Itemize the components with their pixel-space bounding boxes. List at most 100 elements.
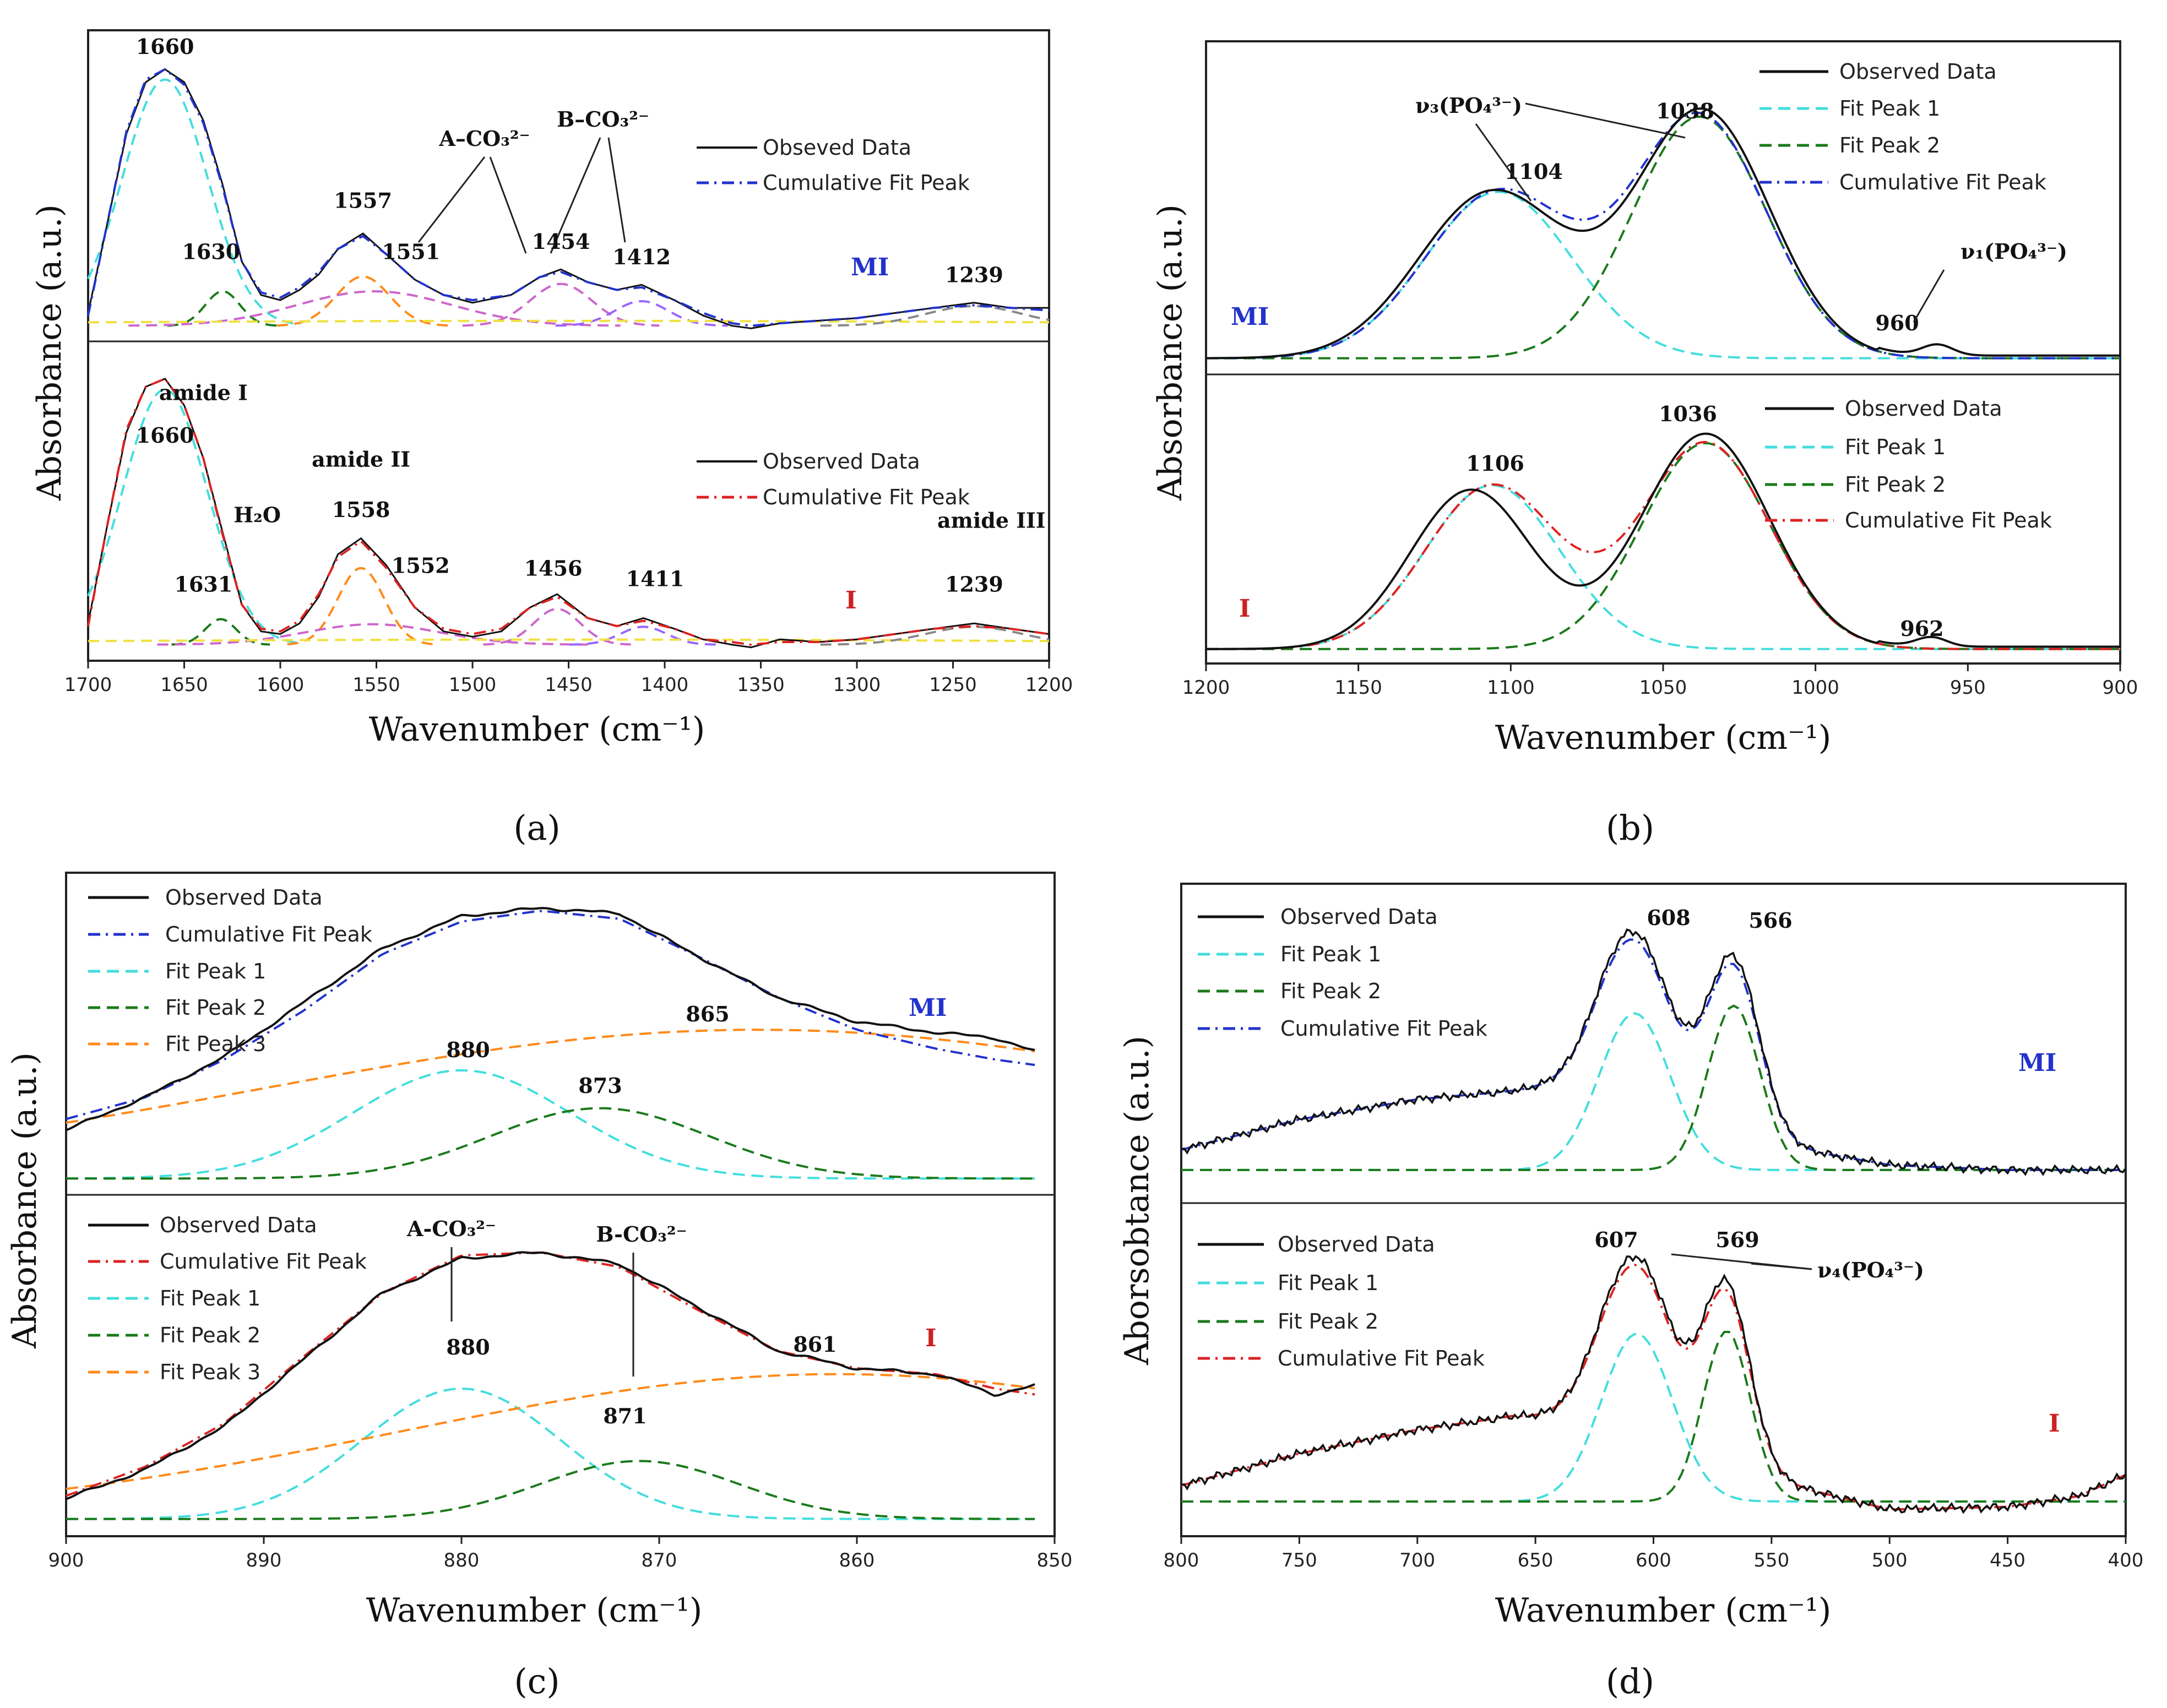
annotation-873: 873 bbox=[578, 1073, 622, 1098]
panel-a-mi-sample: MI bbox=[851, 253, 889, 281]
fit-peak-curve bbox=[287, 567, 435, 645]
x-tick-label: 1450 bbox=[545, 674, 593, 696]
annotation-861: 861 bbox=[793, 1332, 837, 1357]
x-tick-label: 1600 bbox=[257, 674, 305, 696]
legend-cumulative: Cumulative Fit Peak bbox=[1278, 1346, 1485, 1370]
peak-label: 1239 bbox=[945, 572, 1003, 596]
fit-peak-curve bbox=[483, 608, 631, 646]
panel-d-mi-sample: MI bbox=[2018, 1049, 2056, 1077]
annotation-566: 566 bbox=[1748, 908, 1792, 933]
panel-b-y-axis-title: Absorbance (a.u.) bbox=[1151, 204, 1190, 501]
panel-c-x-axis-title: Wavenumber (cm⁻¹) bbox=[366, 1591, 703, 1630]
observed-data-line bbox=[66, 907, 1035, 1132]
legend-cumulative: Cumulative Fit Peak bbox=[160, 1249, 367, 1274]
observed-data-line bbox=[1206, 107, 2120, 360]
fit-peak-curve bbox=[555, 300, 728, 327]
fit-peak-curve bbox=[276, 275, 449, 327]
x-tick-label: 1300 bbox=[833, 674, 881, 696]
legend-observed: Observed Data bbox=[1278, 1232, 1435, 1256]
peak-label: 1411 bbox=[626, 567, 685, 591]
panel-a-carbonate-arrows bbox=[417, 137, 626, 254]
legend-fit2: Fit Peak 2 bbox=[1278, 1309, 1378, 1334]
annotation-880: 880 bbox=[446, 1037, 490, 1062]
legend-fit2: Fit Peak 2 bbox=[1839, 133, 1940, 157]
observed-data-line bbox=[1181, 928, 2127, 1176]
annotation-nu1: ν₁(PO₄³⁻) bbox=[1960, 239, 2067, 264]
panel-d-label: (d) bbox=[1606, 1661, 1654, 1701]
legend-fit2: Fit Peak 2 bbox=[1280, 979, 1381, 1003]
legend-observed: Observed Data bbox=[1845, 396, 2002, 421]
fit-peak-curve bbox=[66, 1387, 1035, 1520]
arrow bbox=[1525, 102, 1686, 139]
x-tick-label: 800 bbox=[1164, 1549, 1199, 1571]
arrow bbox=[1751, 1263, 1812, 1270]
annotation-1038: 1038 bbox=[1656, 99, 1714, 123]
x-tick-label: 1250 bbox=[929, 674, 977, 696]
legend-cumulative: Cumulative Fit Peak bbox=[165, 922, 372, 947]
panel-b-mi-sample: MI bbox=[1231, 303, 1269, 331]
fit-peak-curve bbox=[128, 290, 621, 327]
x-tick-label: 400 bbox=[2108, 1549, 2144, 1571]
x-tick-label: 1500 bbox=[449, 674, 497, 696]
panel-c-mi-sample: MI bbox=[909, 994, 947, 1022]
fit-peak-curve bbox=[1181, 1331, 2126, 1503]
cumulative-fit-line bbox=[1206, 111, 2120, 360]
x-tick-label: 1700 bbox=[64, 674, 112, 696]
peak-label: amide I bbox=[159, 380, 248, 405]
legend-fit2: Fit Peak 2 bbox=[160, 1323, 260, 1347]
x-tick-label: 1150 bbox=[1334, 677, 1382, 699]
peak-label: 1557 bbox=[334, 188, 392, 213]
fit-peak-curve bbox=[1181, 1004, 2126, 1171]
panel-a-x-axis-title: Wavenumber (cm⁻¹) bbox=[369, 710, 705, 749]
fit-peak-curve bbox=[66, 1069, 1035, 1180]
fit-peak-curve bbox=[66, 1373, 1035, 1490]
x-tick-label: 500 bbox=[1872, 1549, 1908, 1571]
cumulative-fit-line bbox=[87, 377, 1050, 646]
peak-label: 1454 bbox=[532, 229, 590, 254]
legend-fit1: Fit Peak 1 bbox=[1839, 96, 1940, 121]
legend-fit1: Fit Peak 1 bbox=[1845, 435, 1946, 459]
legend-cumulative: Cumulative Fit Peak bbox=[1839, 170, 2046, 194]
panel-c-x-ticks: 900 890 880 870 860 850 bbox=[48, 1536, 1072, 1571]
cumulative-fit-line bbox=[1181, 1264, 2126, 1511]
observed-data-line bbox=[1181, 1255, 2127, 1514]
peak-label: 1456 bbox=[524, 556, 583, 580]
annotation-a-co3: A-CO₃²⁻ bbox=[406, 1216, 496, 1241]
panel-d: 800 750 700 650 600 550 500 450 400 Wavenumber (… bbox=[1118, 883, 2144, 1701]
legend-fit3: Fit Peak 3 bbox=[165, 1032, 266, 1056]
legend-observed: Observed Data bbox=[763, 449, 920, 474]
peak-label: 1660 bbox=[136, 34, 194, 59]
panel-a: 1700 1650 1600 1550 1500 1450 1400 1350 1300 1250… bbox=[30, 29, 1073, 848]
x-tick-label: 1350 bbox=[737, 674, 785, 696]
legend-fit3: Fit Peak 3 bbox=[160, 1360, 260, 1384]
annotation-nu3: ν₃(PO₄³⁻) bbox=[1415, 93, 1522, 118]
panel-c-i-sample: I bbox=[925, 1324, 937, 1352]
observed-data-line bbox=[87, 378, 1050, 649]
fit-peak-curve bbox=[1206, 191, 2120, 360]
observed-data-line bbox=[87, 68, 1049, 329]
panel-b-arrows bbox=[1475, 102, 1945, 323]
x-tick-label: 900 bbox=[48, 1549, 84, 1571]
panel-c-label: (c) bbox=[514, 1661, 560, 1701]
legend-fit1: Fit Peak 1 bbox=[1278, 1271, 1378, 1295]
x-tick-label: 650 bbox=[1518, 1549, 1554, 1571]
x-tick-label: 950 bbox=[1950, 677, 1986, 699]
arrow bbox=[1913, 269, 1945, 323]
fit-peak-curve bbox=[66, 1029, 1035, 1124]
peak-label: H₂O bbox=[233, 503, 281, 527]
annotation-b-co3: B-CO₃²⁻ bbox=[596, 1222, 687, 1247]
panel-b: 1200 1150 1100 1050 1000 950 900 Wavenumber (c… bbox=[1151, 40, 2138, 848]
peak-label: amide II bbox=[312, 447, 410, 471]
panel-b-plot bbox=[1206, 107, 2120, 650]
peak-label: amide III bbox=[937, 508, 1046, 532]
arrow bbox=[417, 156, 486, 243]
cumulative-fit-line bbox=[66, 910, 1035, 1120]
legend-observed: Observed Data bbox=[160, 1213, 317, 1237]
observed-data-line bbox=[66, 1251, 1035, 1500]
annotation-569: 569 bbox=[1715, 1227, 1759, 1252]
annotation-nu4: ν₄(PO₄³⁻) bbox=[1817, 1258, 1924, 1282]
peak-label: 1660 bbox=[136, 423, 194, 448]
x-tick-label: 1550 bbox=[352, 674, 400, 696]
legend-fit2: Fit Peak 2 bbox=[165, 996, 266, 1020]
fit-peak-curve bbox=[1206, 115, 2120, 360]
